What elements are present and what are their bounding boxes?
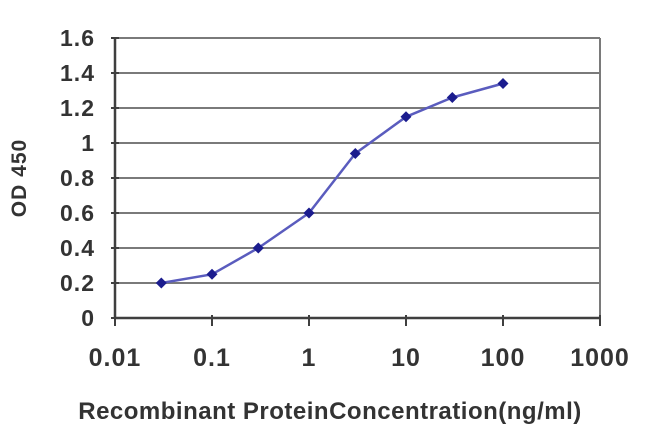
y-tick-label: 1.6 (60, 25, 95, 51)
y-tick-label: 1.2 (60, 95, 95, 121)
data-point-marker (155, 277, 167, 289)
x-tick-label: 100 (481, 344, 526, 372)
y-tick-label: 1.4 (60, 60, 95, 86)
data-point-marker (303, 207, 315, 219)
y-tick-label: 0.6 (60, 200, 95, 226)
y-tick-label: 0.4 (60, 235, 95, 261)
x-axis-title: Recombinant ProteinConcentration(ng/ml) (78, 398, 582, 425)
y-tick-label: 0.2 (60, 270, 95, 296)
tick-labels-layer: 0.01 0.1 1 10 100 1000 0 0.2 0.4 0.6 0.8 1 1.2 1.4 1.6 (60, 25, 630, 372)
gridlines-layer (115, 37, 601, 318)
axes-layer (111, 37, 601, 326)
x-tick-label: 0.1 (193, 344, 231, 372)
data-point-marker (497, 78, 509, 89)
y-axis-title: OD 450 (8, 139, 31, 217)
data-point-marker (252, 242, 264, 254)
data-point-marker (446, 92, 458, 103)
y-tick-label: 0.8 (60, 165, 95, 191)
x-tick-label: 1000 (570, 344, 630, 372)
series-line (161, 82, 504, 285)
data-point-marker (206, 268, 218, 280)
x-tick-label: 1 (302, 344, 317, 372)
x-tick-label: 0.01 (89, 344, 142, 372)
x-tick-label: 10 (391, 344, 421, 372)
data-point-marker (400, 111, 412, 123)
y-tick-label: 1 (81, 130, 95, 156)
data-point-marker (349, 148, 361, 159)
y-tick-label: 0 (81, 305, 95, 331)
data-series-layer (155, 78, 509, 289)
